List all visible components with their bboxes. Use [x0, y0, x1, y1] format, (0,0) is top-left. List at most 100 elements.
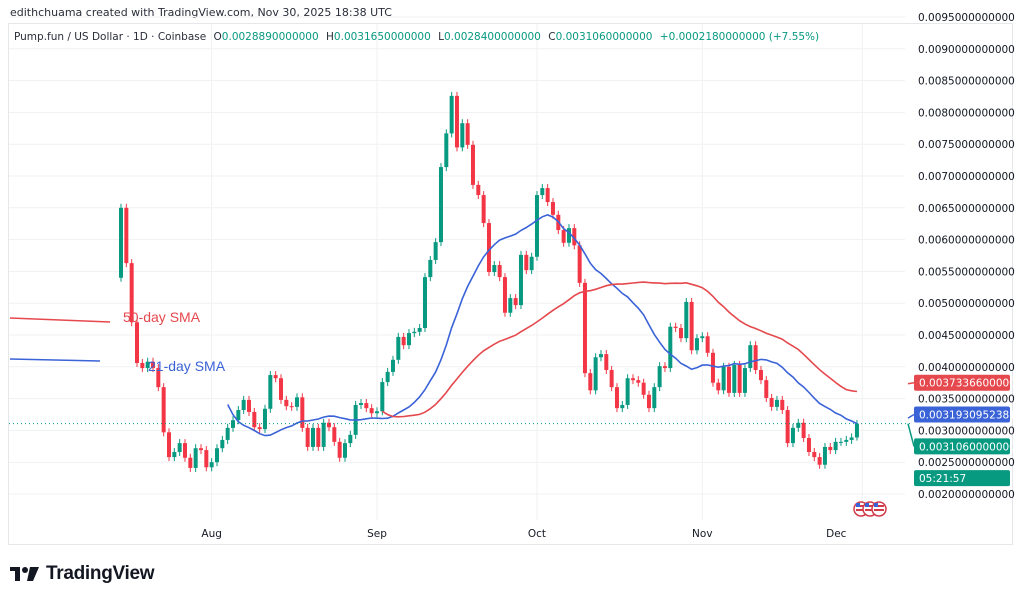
candle[interactable]	[268, 371, 273, 413]
candle[interactable]	[406, 329, 411, 350]
candle[interactable]	[204, 446, 209, 472]
candle[interactable]	[566, 224, 571, 247]
candle[interactable]	[481, 191, 486, 228]
candle[interactable]	[220, 435, 225, 453]
candle[interactable]	[545, 184, 550, 207]
candle[interactable]	[396, 332, 401, 364]
candle[interactable]	[689, 297, 694, 355]
candle[interactable]	[150, 357, 155, 373]
candle[interactable]	[417, 324, 422, 336]
candle[interactable]	[476, 180, 481, 200]
candle[interactable]	[161, 383, 166, 437]
candle[interactable]	[726, 362, 731, 397]
candle[interactable]	[273, 371, 278, 383]
candle[interactable]	[577, 241, 582, 287]
candle[interactable]	[518, 250, 523, 310]
candle[interactable]	[198, 444, 203, 455]
candle[interactable]	[129, 259, 134, 327]
candle[interactable]	[774, 395, 779, 411]
candle[interactable]	[412, 327, 417, 338]
candle[interactable]	[492, 261, 497, 277]
candle[interactable]	[321, 418, 326, 451]
candle[interactable]	[508, 294, 513, 317]
sma21-legend-line[interactable]	[9, 358, 101, 362]
candle[interactable]	[673, 322, 678, 333]
candle[interactable]	[182, 439, 187, 462]
economic-events-icons[interactable]	[853, 501, 887, 517]
candle[interactable]	[449, 91, 454, 138]
candle[interactable]	[828, 442, 833, 455]
candle[interactable]	[374, 407, 379, 418]
candle[interactable]	[262, 404, 267, 434]
candle[interactable]	[358, 399, 363, 409]
candle[interactable]	[641, 378, 646, 399]
candle[interactable]	[284, 395, 289, 411]
candle[interactable]	[710, 348, 715, 387]
candle[interactable]	[497, 261, 502, 282]
symbol-title[interactable]: Pump.fun / US Dollar · 1D · Coinbase	[14, 31, 207, 43]
candle[interactable]	[465, 119, 470, 149]
candle[interactable]	[572, 224, 577, 250]
candle[interactable]	[662, 362, 667, 373]
candle[interactable]	[769, 393, 774, 411]
candle[interactable]	[716, 378, 721, 395]
candle[interactable]	[790, 423, 795, 448]
candle[interactable]	[278, 374, 283, 404]
candle[interactable]	[140, 358, 145, 373]
candle[interactable]	[422, 273, 427, 333]
candle[interactable]	[230, 416, 235, 432]
sma50-legend-line[interactable]	[9, 317, 111, 323]
candle[interactable]	[225, 423, 230, 444]
tradingview-logo[interactable]: TradingView	[10, 563, 155, 585]
candle[interactable]	[454, 91, 459, 152]
candle[interactable]	[764, 376, 769, 402]
candle[interactable]	[438, 163, 443, 247]
sma50-annotation[interactable]: 50-day SMA	[123, 309, 201, 325]
candle[interactable]	[486, 219, 491, 277]
candle[interactable]	[721, 362, 726, 395]
candle[interactable]	[838, 437, 843, 446]
candle[interactable]	[529, 252, 534, 275]
candle[interactable]	[246, 395, 251, 416]
candle[interactable]	[700, 332, 705, 343]
candle[interactable]	[310, 423, 315, 451]
candle[interactable]	[668, 322, 673, 373]
candle[interactable]	[193, 444, 198, 472]
candle[interactable]	[620, 400, 625, 413]
candle[interactable]	[369, 404, 374, 418]
candle[interactable]	[172, 448, 177, 462]
candle[interactable]	[119, 203, 123, 282]
candle[interactable]	[124, 203, 129, 268]
candle[interactable]	[742, 364, 747, 397]
us-flag-event-icon[interactable]	[871, 501, 887, 517]
candle[interactable]	[817, 453, 822, 469]
candle[interactable]	[758, 365, 763, 385]
candle[interactable]	[214, 444, 219, 467]
candle[interactable]	[257, 423, 262, 434]
candle[interactable]	[684, 297, 689, 343]
candle[interactable]	[502, 273, 507, 317]
candle[interactable]	[657, 362, 662, 392]
candle[interactable]	[252, 407, 257, 432]
candle[interactable]	[209, 458, 214, 472]
candle[interactable]	[534, 191, 539, 261]
candle[interactable]	[598, 350, 603, 362]
sma21-line[interactable]	[226, 214, 858, 437]
candle[interactable]	[652, 383, 657, 413]
candle[interactable]	[332, 423, 337, 446]
candle[interactable]	[694, 334, 699, 355]
candle[interactable]	[785, 406, 790, 448]
candle[interactable]	[428, 255, 433, 282]
candle[interactable]	[134, 318, 139, 367]
candle[interactable]	[678, 324, 683, 343]
candle[interactable]	[833, 437, 838, 455]
candle[interactable]	[806, 434, 811, 457]
candle[interactable]	[294, 393, 299, 411]
candle[interactable]	[156, 364, 161, 392]
candle[interactable]	[732, 360, 737, 397]
candle[interactable]	[550, 198, 555, 219]
candle[interactable]	[444, 129, 449, 172]
candle[interactable]	[812, 448, 817, 462]
candle[interactable]	[780, 395, 785, 415]
candle[interactable]	[470, 140, 475, 189]
